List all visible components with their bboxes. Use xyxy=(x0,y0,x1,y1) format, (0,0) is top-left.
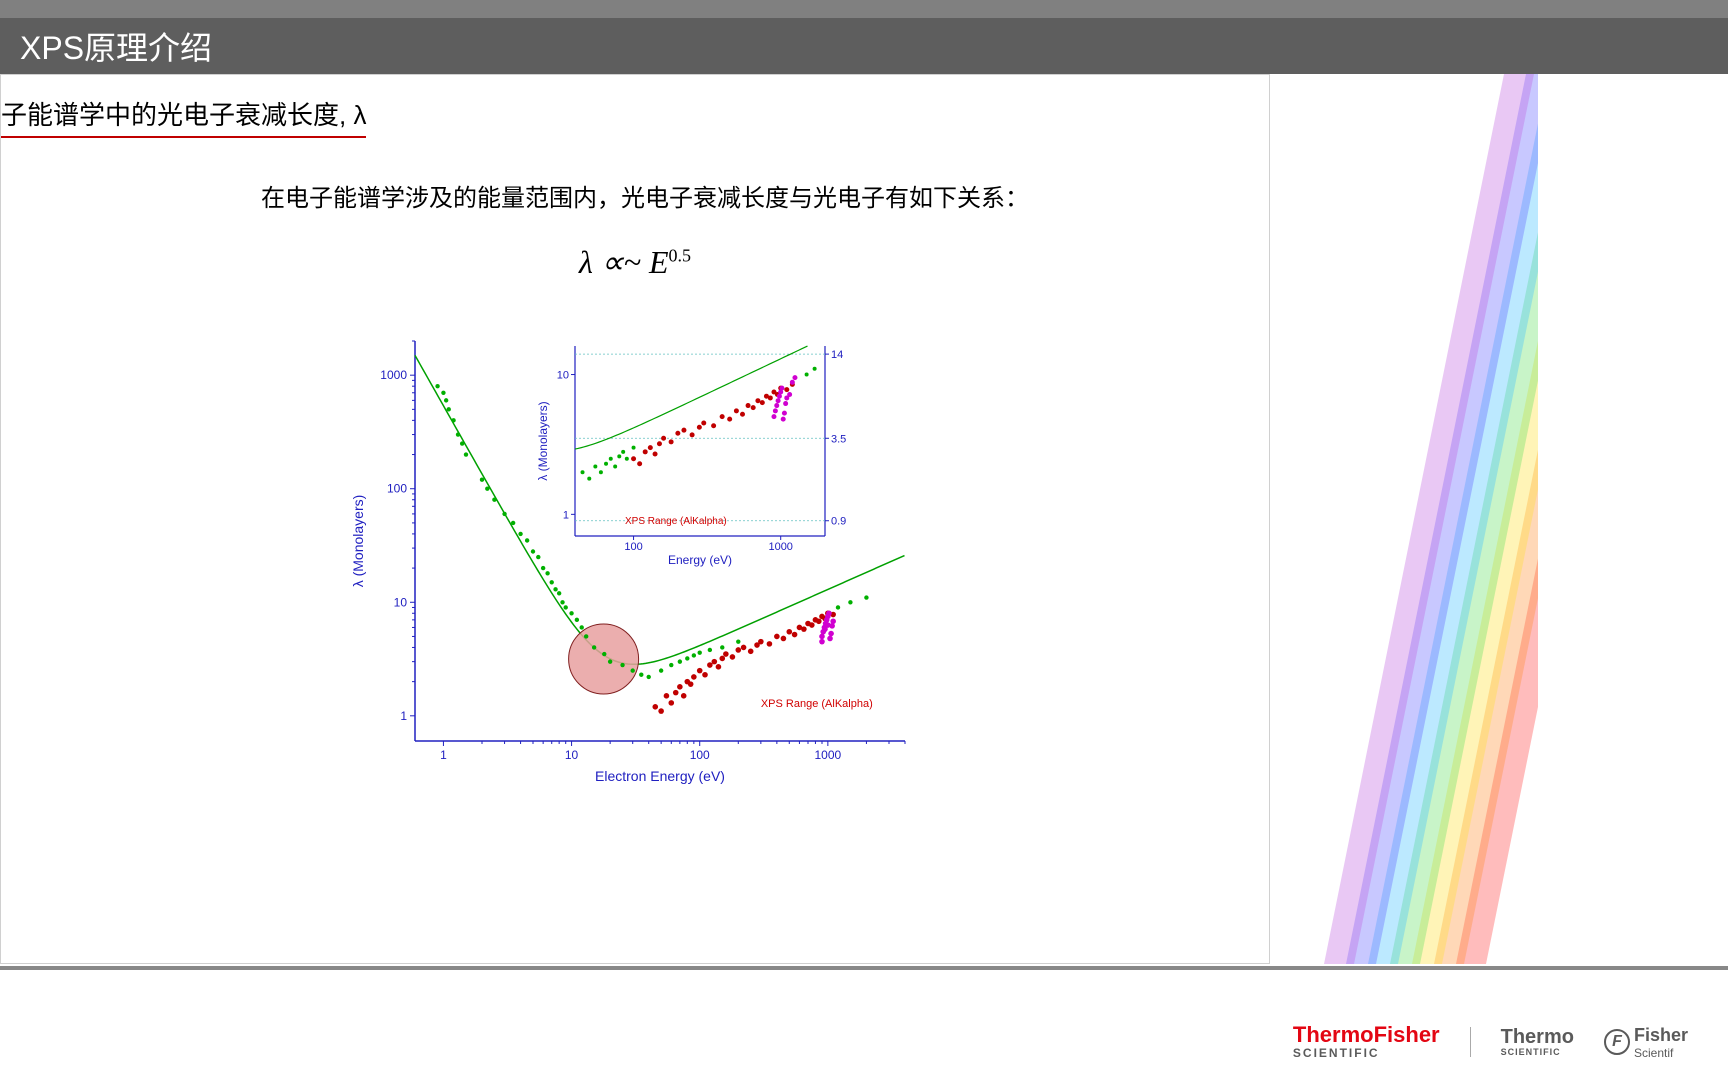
svg-text:3.5: 3.5 xyxy=(831,433,846,445)
top-gray-bar xyxy=(0,0,1728,18)
thermofisher-text: ThermoFisher xyxy=(1293,1024,1440,1046)
formula-E: E xyxy=(649,244,669,280)
logo-divider xyxy=(1470,1027,1471,1057)
fisher-circle-icon: F xyxy=(1604,1029,1630,1055)
svg-text:XPS Range (AlKalpha): XPS Range (AlKalpha) xyxy=(761,698,873,710)
svg-text:1000: 1000 xyxy=(380,368,407,382)
thermo-sub: SCIENTIFIC xyxy=(1501,1047,1574,1057)
svg-text:100: 100 xyxy=(387,482,407,496)
svg-text:10: 10 xyxy=(394,595,408,609)
svg-text:1: 1 xyxy=(563,509,569,521)
formula-exp: 0.5 xyxy=(669,245,692,265)
thermofisher-sub: SCIENTIFIC xyxy=(1293,1046,1440,1060)
fisher-logo: F Fisher Scientif xyxy=(1604,1025,1688,1060)
svg-text:0.9: 0.9 xyxy=(831,516,846,528)
svg-text:1: 1 xyxy=(400,709,407,723)
svg-text:14: 14 xyxy=(831,349,843,361)
slide-subtitle: 子能谱学中的光电子衰减长度, λ xyxy=(1,95,366,138)
slide-body: 子能谱学中的光电子衰减长度, λ 在电子能谱学涉及的能量范围内，光电子衰减长度与… xyxy=(0,74,1270,964)
svg-text:λ (Monolayers): λ (Monolayers) xyxy=(350,495,366,588)
svg-text:1: 1 xyxy=(440,748,447,762)
svg-text:100: 100 xyxy=(624,541,642,553)
svg-text:1000: 1000 xyxy=(814,748,841,762)
rainbow-svg xyxy=(1268,74,1538,964)
svg-text:10: 10 xyxy=(557,370,569,382)
svg-text:10: 10 xyxy=(565,748,579,762)
svg-text:1000: 1000 xyxy=(768,541,792,553)
svg-text:XPS Range (AlKalpha): XPS Range (AlKalpha) xyxy=(625,516,727,527)
formula-lambda: λ xyxy=(579,244,593,280)
rainbow-decoration xyxy=(1268,74,1538,964)
thermo-text: Thermo xyxy=(1501,1027,1574,1047)
footer-divider xyxy=(0,966,1728,970)
formula: λ ∝~ E0.5 xyxy=(1,243,1269,281)
body-text: 在电子能谱学涉及的能量范围内，光电子衰减长度与光电子有如下关系： xyxy=(261,178,1269,213)
thermo-logo: Thermo SCIENTIFIC xyxy=(1501,1027,1574,1057)
fisher-sub: Scientif xyxy=(1634,1046,1688,1060)
main-chart-svg: 1 10 100 1000 1 10 100 1000 Electron Energy (eV)… xyxy=(345,311,925,791)
universal-curve-chart: 1 10 100 1000 1 10 100 1000 Electron Energy (eV)… xyxy=(345,311,925,791)
svg-text:λ (Monolayers): λ (Monolayers) xyxy=(536,401,550,480)
logo-area: ThermoFisher SCIENTIFIC Thermo SCIENTIFI… xyxy=(1293,1024,1688,1060)
header-bar: XPS原理介绍 xyxy=(0,18,1728,74)
header-title: XPS原理介绍 xyxy=(20,23,212,69)
svg-text:100: 100 xyxy=(690,748,710,762)
thermofisher-logo: ThermoFisher SCIENTIFIC xyxy=(1293,1024,1440,1060)
formula-prop: ∝~ xyxy=(593,244,649,280)
svg-text:Electron Energy (eV): Electron Energy (eV) xyxy=(595,768,725,784)
svg-text:Energy (eV): Energy (eV) xyxy=(668,553,732,567)
fisher-text: Fisher xyxy=(1634,1025,1688,1046)
